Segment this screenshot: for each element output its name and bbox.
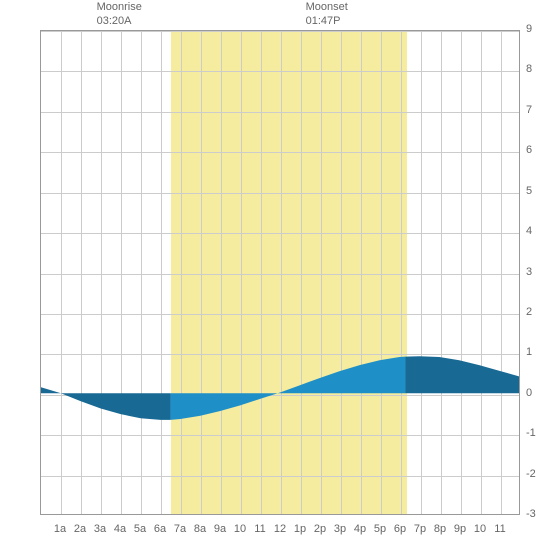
y-tick-label: 4 xyxy=(526,225,532,237)
x-tick-label: 5a xyxy=(134,523,146,535)
y-tick-label: 3 xyxy=(526,266,532,278)
x-tick-label: 11 xyxy=(254,523,265,535)
tide-fill xyxy=(41,387,170,420)
x-tick-label: 1p xyxy=(294,523,306,535)
x-tick-label: 10 xyxy=(234,523,246,535)
y-tick-label: 5 xyxy=(526,185,532,197)
x-tick-label: 3a xyxy=(94,523,106,535)
x-tick-label: 2a xyxy=(74,523,86,535)
x-tick-label: 6a xyxy=(154,523,166,535)
y-tick-label: -2 xyxy=(526,468,536,480)
x-tick-label: 2p xyxy=(314,523,326,535)
x-tick-label: 11 xyxy=(494,523,505,535)
x-tick-label: 3p xyxy=(334,523,346,535)
x-tick-label: 4p xyxy=(354,523,366,535)
y-tick-label: 9 xyxy=(526,23,532,35)
moonrise-label: Moonrise 03:20A xyxy=(97,0,142,29)
x-tick-label: 1a xyxy=(54,523,66,535)
x-tick-label: 8p xyxy=(434,523,446,535)
x-tick-label: 6p xyxy=(394,523,406,535)
x-tick-label: 7a xyxy=(174,523,186,535)
x-tick-label: 5p xyxy=(374,523,386,535)
tide-fill xyxy=(405,356,519,393)
x-tick-label: 10 xyxy=(474,523,486,535)
y-tick-label: 1 xyxy=(526,346,532,358)
y-tick-label: 7 xyxy=(526,104,532,116)
x-tick-label: 8a xyxy=(194,523,206,535)
tide-area xyxy=(41,31,519,514)
y-tick-label: -1 xyxy=(526,427,536,439)
x-tick-label: 12 xyxy=(274,523,286,535)
y-tick-label: -3 xyxy=(526,508,536,520)
x-tick-label: 9p xyxy=(454,523,466,535)
moonrise-title: Moonrise xyxy=(97,1,142,13)
tide-chart: Moonrise 03:20A Moonset 01:47P -3-2-1012… xyxy=(0,0,550,550)
moonset-time: 01:47P xyxy=(306,15,341,27)
plot-area xyxy=(40,30,520,515)
moonrise-time: 03:20A xyxy=(97,15,132,27)
y-tick-label: 6 xyxy=(526,144,532,156)
y-tick-label: 0 xyxy=(526,387,532,399)
y-tick-label: 8 xyxy=(526,63,532,75)
x-tick-label: 7p xyxy=(414,523,426,535)
x-tick-label: 9a xyxy=(214,523,226,535)
x-tick-label: 4a xyxy=(114,523,126,535)
moonset-title: Moonset xyxy=(306,1,348,13)
y-tick-label: 2 xyxy=(526,306,532,318)
moonset-label: Moonset 01:47P xyxy=(306,0,348,29)
tide-fill xyxy=(170,357,405,420)
